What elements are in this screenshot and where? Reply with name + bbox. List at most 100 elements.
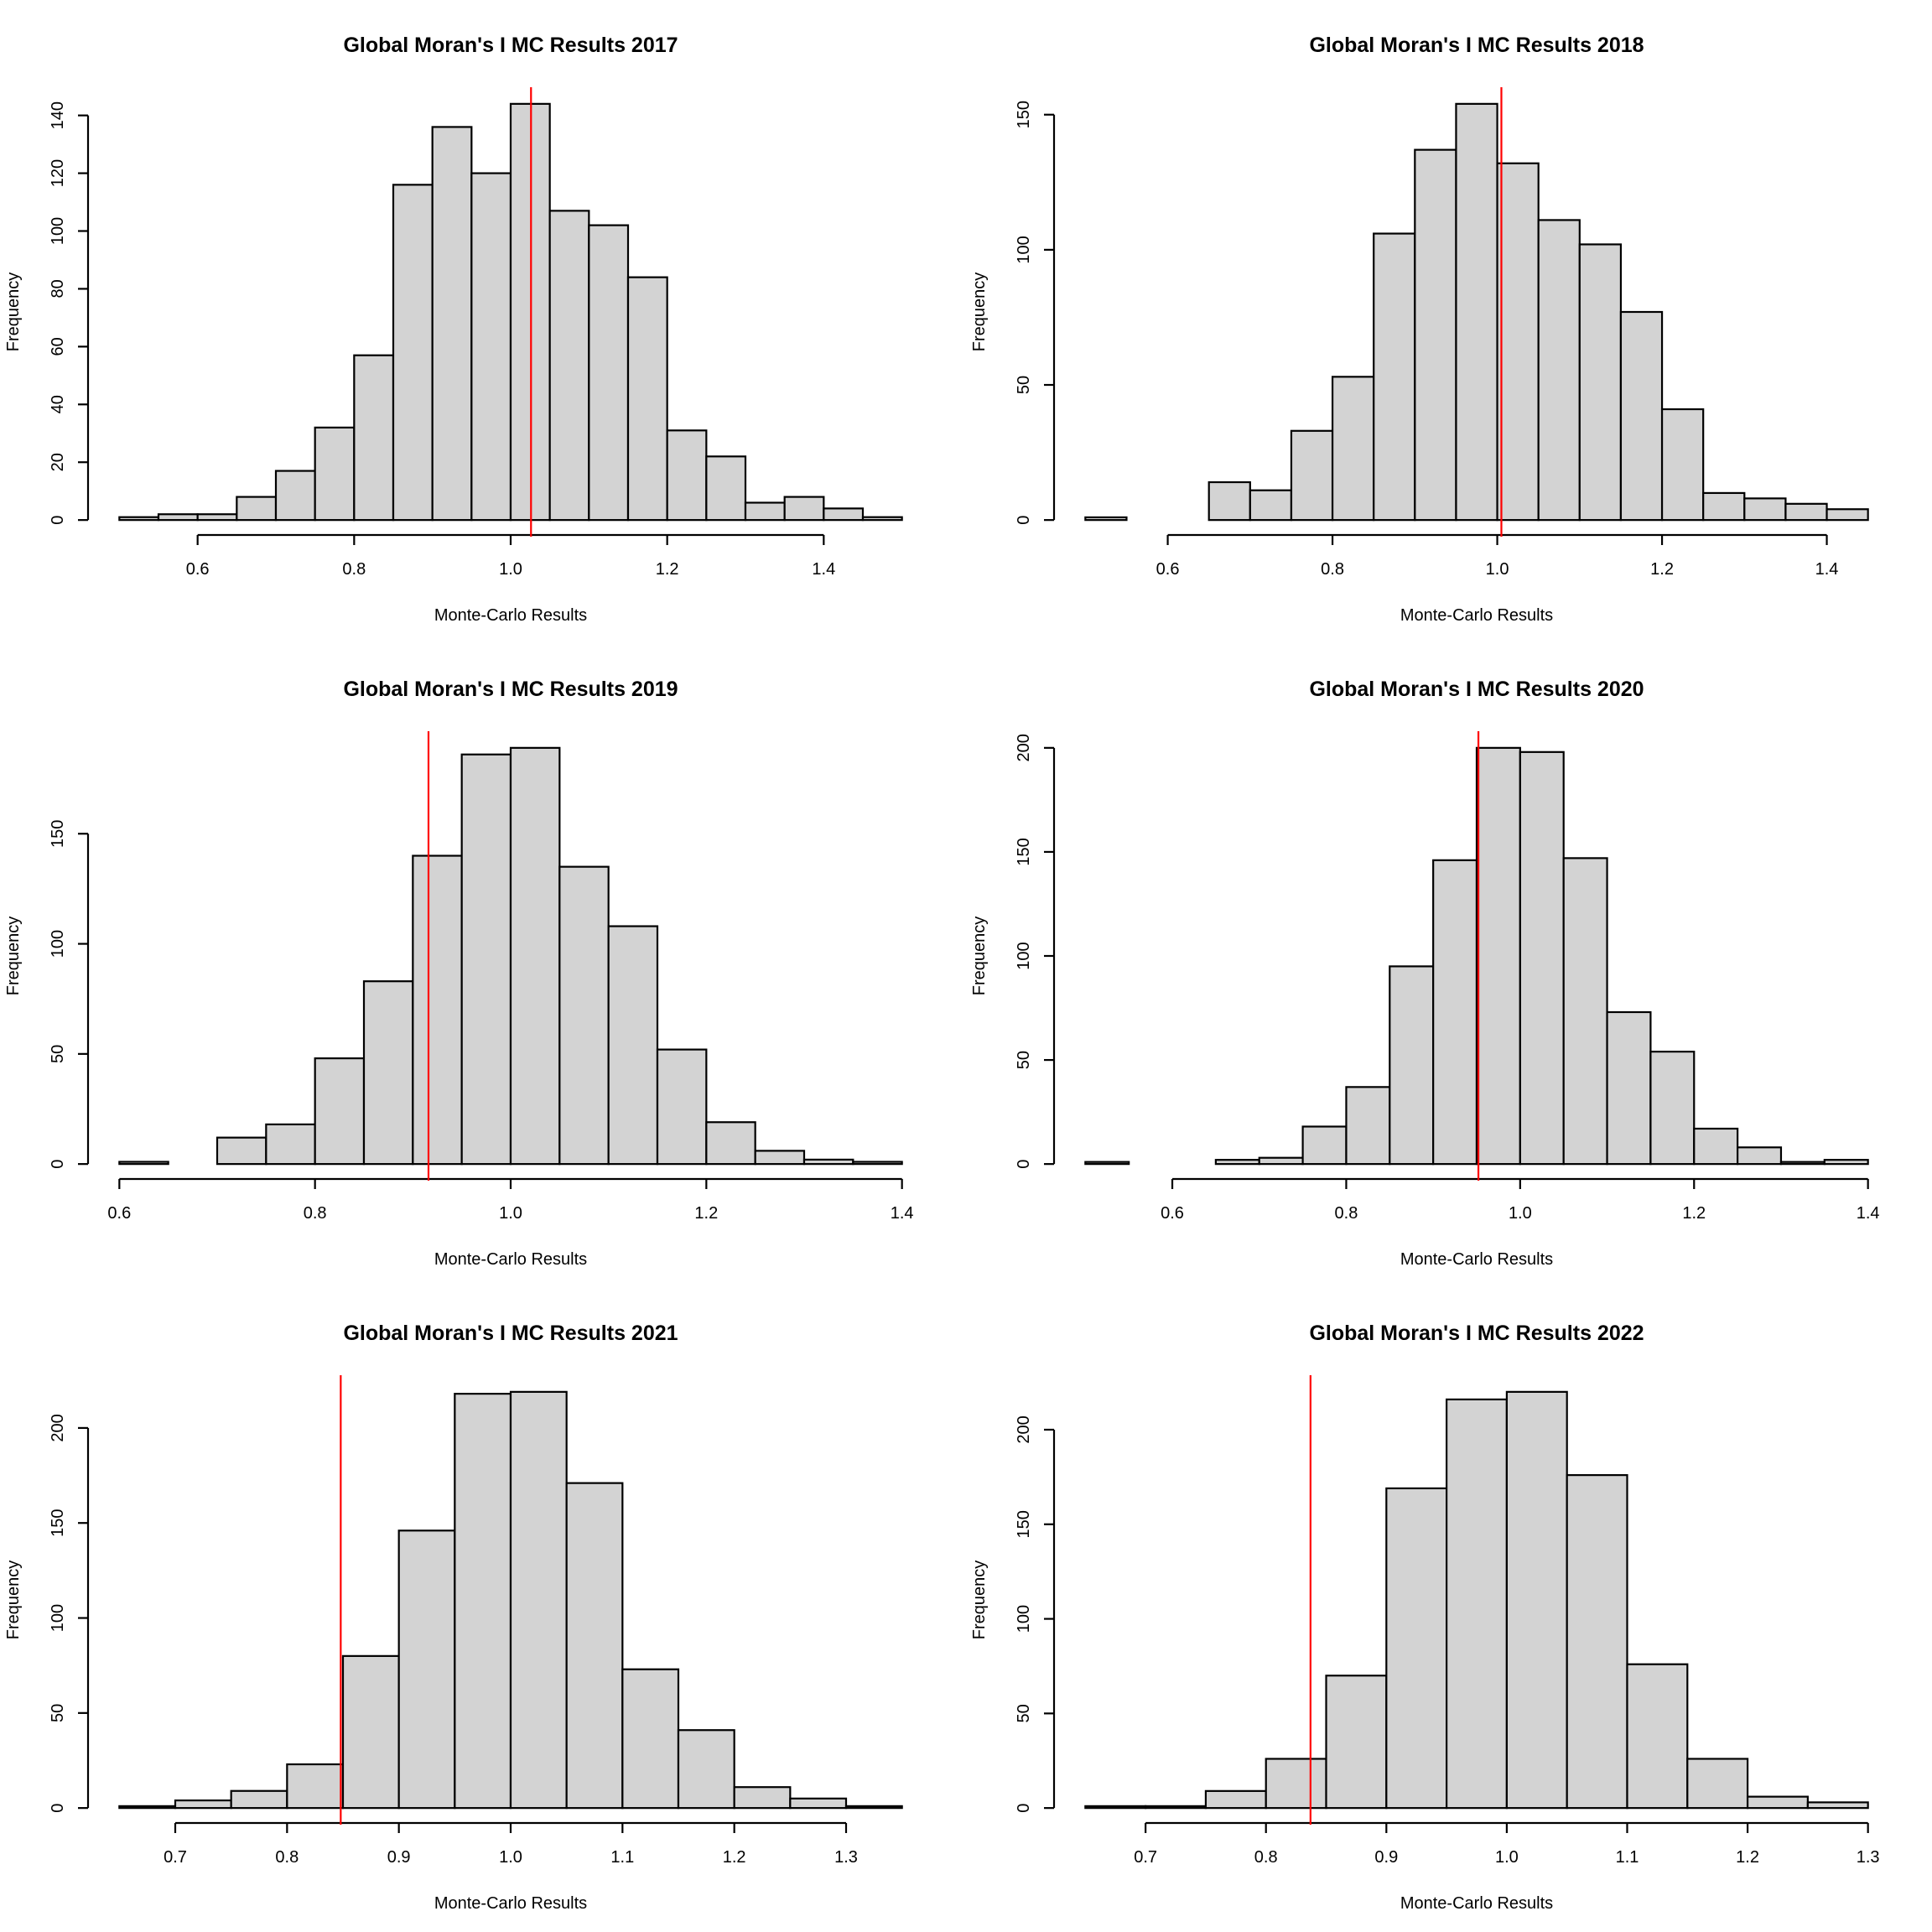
x-tick-label: 0.8 [1254, 1848, 1278, 1867]
x-axis-label: Monte-Carlo Results [434, 1250, 587, 1269]
histogram-bar [626, 276, 668, 522]
histogram-bar [1702, 491, 1746, 522]
histogram-bar [1389, 965, 1435, 1166]
histogram-bar [1537, 219, 1581, 522]
histogram-bar [1779, 1161, 1826, 1166]
histogram-bar [1265, 1758, 1327, 1810]
histogram-panel-2022: Global Moran's I MC Results 2022 Monte-C… [966, 1288, 1932, 1932]
histogram-bar [677, 1729, 735, 1810]
histogram-bar [1385, 1487, 1448, 1810]
x-tick-label: 1.2 [1650, 560, 1674, 579]
histogram-bar [118, 1161, 169, 1166]
histogram-bar [823, 507, 865, 522]
y-tick-label: 0 [1015, 1804, 1033, 1813]
x-tick-label: 1.4 [812, 560, 835, 579]
histogram-bar [118, 1805, 177, 1810]
histogram-chart: Global Moran's I MC Results 2022 Monte-C… [970, 1322, 1880, 1913]
histogram-bar [1743, 497, 1787, 522]
x-tick-label: 1.4 [891, 1204, 914, 1223]
histogram-panel-2021: Global Moran's I MC Results 2021 Monte-C… [0, 1288, 966, 1932]
histogram-bar [509, 1390, 568, 1810]
histogram-bar [1505, 1390, 1568, 1810]
y-tick-label: 0 [1015, 516, 1033, 525]
y-tick-label: 100 [1015, 236, 1033, 263]
histogram-bar [1301, 1125, 1348, 1166]
histogram-panel-2018: Global Moran's I MC Results 2018 Monte-C… [966, 0, 1932, 644]
y-tick-label: 100 [49, 1604, 67, 1632]
y-tick-label: 60 [49, 337, 67, 356]
y-tick-label: 20 [49, 453, 67, 471]
histogram-bar [1737, 1146, 1783, 1166]
x-tick-label: 0.8 [275, 1848, 299, 1867]
histogram-bar [1784, 502, 1828, 522]
y-tick-label: 150 [1015, 838, 1033, 865]
histogram-bar [1626, 1663, 1689, 1810]
histogram-bar [621, 1668, 680, 1810]
histogram-bar [666, 429, 708, 522]
x-tick-label: 1.0 [1509, 1204, 1532, 1223]
histogram-bar [1496, 162, 1540, 522]
histogram-bar [1145, 1805, 1208, 1810]
x-tick-label: 0.6 [1156, 560, 1180, 579]
chart-title: Global Moran's I MC Results 2018 [1309, 34, 1644, 57]
histogram-bar [397, 1530, 456, 1810]
histogram-bar [1331, 376, 1375, 522]
y-tick-label: 150 [1015, 101, 1033, 128]
y-tick-label: 150 [1015, 1510, 1033, 1538]
y-tick-label: 50 [1015, 1051, 1033, 1069]
x-tick-label: 1.2 [1736, 1848, 1759, 1867]
x-tick-label: 1.1 [610, 1848, 634, 1867]
histogram-bar [286, 1763, 345, 1810]
chart-title: Global Moran's I MC Results 2021 [343, 1322, 678, 1345]
y-tick-label: 200 [49, 1414, 67, 1441]
histogram-bar [1084, 1805, 1147, 1810]
x-tick-label: 0.7 [1134, 1848, 1157, 1867]
y-tick-label: 40 [49, 395, 67, 413]
y-tick-label: 80 [49, 279, 67, 298]
histogram-bar [1345, 1086, 1391, 1166]
y-axis-label: Frequency [970, 273, 989, 352]
x-tick-label: 1.2 [1682, 1204, 1706, 1223]
histogram-bar [454, 1393, 512, 1810]
histogram-bar [1649, 1051, 1696, 1166]
histogram-bar [1686, 1758, 1749, 1810]
chart-title: Global Moran's I MC Results 2022 [1309, 1322, 1644, 1345]
histogram-bar [802, 1158, 854, 1166]
histogram-bar [1290, 429, 1334, 522]
chart-title: Global Moran's I MC Results 2017 [343, 34, 678, 57]
histogram-bar [1475, 746, 1521, 1166]
y-tick-label: 140 [49, 101, 67, 129]
histogram-bar [353, 354, 395, 522]
histogram-bar [216, 1136, 267, 1166]
chart-title: Global Moran's I MC Results 2019 [343, 678, 678, 701]
x-tick-label: 0.8 [1321, 560, 1344, 579]
histogram-chart: Global Moran's I MC Results 2017 Monte-C… [4, 34, 903, 625]
x-tick-label: 1.2 [656, 560, 679, 579]
histogram-bar [1084, 1161, 1130, 1166]
x-tick-label: 1.0 [499, 1848, 522, 1867]
chart-title: Global Moran's I MC Results 2020 [1309, 678, 1644, 701]
histogram-bar [1455, 102, 1498, 522]
x-tick-label: 1.0 [1495, 1848, 1519, 1867]
y-tick-label: 0 [49, 516, 67, 525]
x-tick-label: 0.8 [342, 560, 366, 579]
x-tick-label: 0.6 [1161, 1204, 1184, 1223]
histogram-bar [1204, 1789, 1267, 1810]
histogram-bar [265, 1123, 316, 1166]
y-tick-label: 0 [1015, 1160, 1033, 1169]
histogram-bar [754, 1150, 806, 1166]
plot-area: 0 50 100 150 200 0.7 0.8 0.9 1.0 1.1 1.2 1.3 [49, 1375, 903, 1867]
histogram-chart: Global Moran's I MC Results 2019 Monte-C… [4, 678, 914, 1269]
histogram-bar [1566, 1474, 1628, 1810]
histogram-bar [548, 210, 590, 522]
histogram-bar [274, 470, 316, 522]
histogram-bar [1619, 310, 1664, 522]
histogram-bar [656, 1048, 708, 1166]
x-tick-label: 1.0 [1486, 560, 1509, 579]
x-tick-label: 1.1 [1616, 1848, 1639, 1867]
histogram-bar [1249, 489, 1293, 522]
x-axis-label: Monte-Carlo Results [1400, 606, 1553, 625]
y-tick-label: 120 [49, 159, 67, 187]
histogram-bar [157, 513, 199, 522]
y-tick-label: 50 [1015, 376, 1033, 394]
